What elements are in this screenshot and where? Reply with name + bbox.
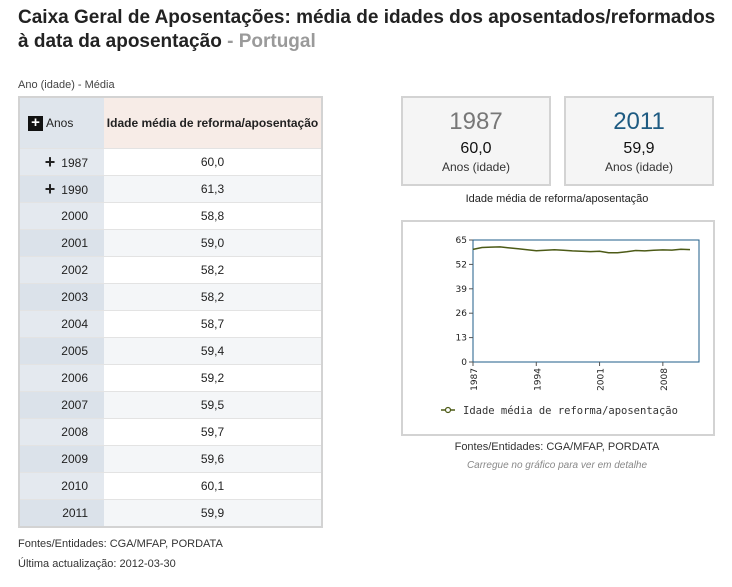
- table-cell-value: 61,3: [104, 175, 321, 203]
- table-cell-value: 59,4: [104, 337, 321, 365]
- table-cell-year-label: 1990: [61, 182, 88, 197]
- table-row: 2003 58,2: [20, 283, 321, 311]
- table-row[interactable]: +1987 60,0: [20, 148, 321, 176]
- table-cell-year-label: 2008: [61, 425, 88, 439]
- table-cell-year-label: 2009: [61, 452, 88, 466]
- table-row: 2000 58,8: [20, 202, 321, 230]
- series-line: [472, 246, 691, 254]
- data-table: + Anos Idade média de reforma/aposentação…: [18, 96, 323, 528]
- table-cell-year-label: 2004: [61, 317, 88, 331]
- table-cell-value: 59,9: [104, 499, 321, 526]
- title-main: Caixa Geral de Aposentações: média de id…: [18, 7, 716, 52]
- column-header-year-label: Anos: [46, 116, 74, 131]
- table-row: 2001 59,0: [20, 229, 321, 257]
- table-cell-year: 2004: [20, 310, 104, 338]
- table-row: 2011 59,9: [20, 499, 321, 526]
- table-row: 2010 60,1: [20, 472, 321, 500]
- legend-marker: [444, 406, 452, 414]
- table-cell-year-label: 2001: [61, 236, 88, 250]
- table-sources: Fontes/Entidades: CGA/MFAP, PORDATA: [18, 538, 223, 550]
- table-cell-year-label: 2003: [61, 290, 88, 304]
- table-cell-year-label: 2011: [62, 506, 88, 520]
- summary-last-year-label: 2011: [613, 108, 665, 135]
- chart-hint: Carregue no gráfico para ver em detalhe: [466, 460, 648, 471]
- expand-row-icon[interactable]: +: [44, 151, 56, 172]
- line-chart[interactable]: 0 13 26 39 52 65 1987 1994 2001 2008 Idade média d…: [403, 222, 713, 434]
- chart-panel[interactable]: 0 13 26 39 52 65 1987 1994 2001 2008 Idade média d…: [401, 220, 715, 436]
- table-cell-value: 60,1: [104, 472, 321, 500]
- summary-last-value: 59,9: [623, 140, 655, 157]
- column-header-value: Idade média de reforma/aposentação: [104, 98, 321, 149]
- table-row: 2007 59,5: [20, 391, 321, 419]
- table-cell-year: 2001: [20, 229, 104, 257]
- table-cell-year: 2009: [20, 445, 104, 473]
- x-tick-label: 2001: [597, 368, 607, 391]
- table-cell-value: 59,0: [104, 229, 321, 257]
- table-cell-year-label: 2010: [61, 479, 88, 493]
- table-cell-year-label: 2006: [61, 371, 88, 385]
- table-cell-year-label: 1987: [61, 155, 88, 170]
- table-row: 2006 59,2: [20, 364, 321, 392]
- title-country: Portugal: [238, 31, 316, 52]
- table-cell-value: 58,8: [104, 202, 321, 230]
- expand-row-icon[interactable]: +: [44, 178, 56, 199]
- table-cell-year: 2002: [20, 256, 104, 284]
- table-cell-year: 2000: [20, 202, 104, 230]
- legend-label: Idade média de reforma/aposentação: [463, 405, 678, 417]
- table-cell-year: 2003: [20, 283, 104, 311]
- summary-measure-label: Idade média de reforma/aposentação: [465, 193, 649, 205]
- table-cell-year: 2005: [20, 337, 104, 365]
- table-cell-value: 58,2: [104, 256, 321, 284]
- y-tick-label: 0: [461, 358, 467, 368]
- y-tick-label: 39: [456, 285, 468, 295]
- table-row: 2009 59,6: [20, 445, 321, 473]
- table-cell-value: 59,6: [104, 445, 321, 473]
- table-cell-year: 2008: [20, 418, 104, 446]
- y-tick-label: 26: [456, 309, 468, 319]
- table-row: 2002 58,2: [20, 256, 321, 284]
- table-cell-value: 59,5: [104, 391, 321, 419]
- table-row: 2004 58,7: [20, 310, 321, 338]
- table-cell-year: 2011: [20, 499, 104, 526]
- table-row: 2008 59,7: [20, 418, 321, 446]
- summary-first-unit: Anos (idade): [441, 160, 511, 174]
- x-tick-label: 1987: [470, 368, 480, 391]
- table-cell-year: 2010: [20, 472, 104, 500]
- table-row[interactable]: +1990 61,3: [20, 175, 321, 203]
- column-header-year[interactable]: + Anos: [20, 98, 104, 149]
- table-cell-value: 58,2: [104, 283, 321, 311]
- table-cell-year-label: 2007: [61, 398, 88, 412]
- table-cell-value: 60,0: [104, 148, 321, 176]
- title-separator: -: [221, 31, 239, 52]
- x-tick-label: 2008: [660, 368, 670, 391]
- summary-last-unit: Anos (idade): [604, 160, 674, 174]
- table-cell-value: 59,7: [104, 418, 321, 446]
- y-tick-label: 52: [456, 260, 467, 270]
- y-tick-label: 13: [456, 334, 467, 344]
- table-cell-year-label: 2005: [61, 344, 88, 358]
- table-row: 2005 59,4: [20, 337, 321, 365]
- table-cell-year[interactable]: +1990: [20, 175, 104, 203]
- summary-first-value: 60,0: [460, 140, 492, 157]
- plot-frame: [472, 239, 700, 363]
- summary-last-year: 2011 59,9 Anos (idade): [564, 96, 714, 186]
- table-cell-year: 2006: [20, 364, 104, 392]
- table-cell-value: 58,7: [104, 310, 321, 338]
- table-subheading: Ano (idade) - Média: [18, 79, 115, 91]
- summary-first-year: 1987 60,0 Anos (idade): [401, 96, 551, 186]
- y-tick-label: 65: [456, 236, 467, 246]
- table-cell-year[interactable]: +1987: [20, 148, 104, 176]
- expand-all-icon[interactable]: +: [28, 115, 43, 131]
- last-updated: Última actualização: 2012-03-30: [18, 558, 176, 570]
- table-cell-value: 59,2: [104, 364, 321, 392]
- summary-first-year-label: 1987: [449, 108, 503, 135]
- page-title: Caixa Geral de Aposentações: média de id…: [18, 6, 718, 54]
- table-cell-year-label: 2002: [61, 263, 88, 277]
- table-cell-year-label: 2000: [61, 209, 88, 223]
- chart-sources: Fontes/Entidades: CGA/MFAP, PORDATA: [454, 441, 660, 453]
- x-tick-label: 1994: [533, 368, 543, 391]
- table-cell-year: 2007: [20, 391, 104, 419]
